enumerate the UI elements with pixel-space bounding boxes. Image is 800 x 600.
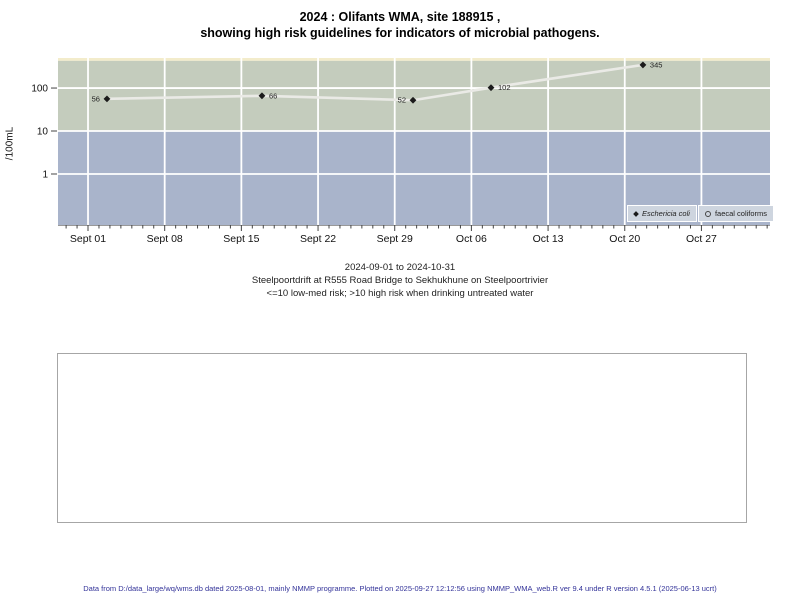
chart-title-line2: showing high risk guidelines for indicat… <box>200 26 600 40</box>
legend-item-ecoli: Eschericia coli <box>627 205 697 222</box>
data-point-marker <box>258 92 266 100</box>
subtitle-date-range: 2024-09-01 to 2024-10-31 <box>344 262 456 273</box>
data-point-marker <box>639 61 647 69</box>
chart-title: 2024 : Olifants WMA, site 188915 , showi… <box>0 9 800 41</box>
data-point-label: 52 <box>398 96 406 105</box>
subtitle-site-description: Steelpoortdrift at R555 Road Bridge to S… <box>251 275 549 286</box>
x-tick-label: Oct 20 <box>609 233 640 245</box>
x-tick-label: Oct 06 <box>456 233 487 245</box>
x-tick-label: Sept 15 <box>223 233 259 245</box>
band-high-risk <box>58 60 770 132</box>
legend-label-faecal-coliforms: faecal coliforms <box>714 209 768 218</box>
data-point-marker <box>103 95 111 103</box>
data-point-label: 56 <box>92 94 100 103</box>
data-point-marker <box>409 96 417 104</box>
y-tick-label: 1 <box>42 169 48 180</box>
x-tick-label: Sept 29 <box>377 233 413 245</box>
data-point-label: 66 <box>269 91 277 100</box>
footer-note: Data from D:/data_large/wq/wms.db dated … <box>83 584 717 593</box>
filled-diamond-icon <box>633 210 639 217</box>
legend-label-ecoli: Eschericia coli <box>642 209 690 218</box>
x-tick-label: Oct 27 <box>686 233 717 245</box>
x-tick-label: Sept 01 <box>70 233 106 245</box>
band-very-high-risk <box>58 58 770 61</box>
empty-panel <box>57 353 747 523</box>
data-point-label: 102 <box>498 83 511 92</box>
x-tick-label: Oct 13 <box>533 233 564 245</box>
chart-legend: Eschericia coli faecal coliforms <box>627 205 775 222</box>
data-point-marker <box>487 84 495 92</box>
chart-title-line1: 2024 : Olifants WMA, site 188915 , <box>299 10 501 24</box>
open-circle-icon <box>704 210 711 217</box>
x-tick-label: Sept 08 <box>147 233 183 245</box>
y-tick-label: 100 <box>31 84 48 95</box>
chart-subtitle: 2024-09-01 to 2024-10-31 Steelpoortdrift… <box>0 261 800 300</box>
legend-item-faecal-coliforms: faecal coliforms <box>697 205 775 222</box>
data-point-label: 345 <box>650 60 663 69</box>
x-tick-label: Sept 22 <box>300 233 336 245</box>
subtitle-risk-guideline: <=10 low-med risk; >10 high risk when dr… <box>266 288 534 299</box>
microbial-pathogens-chart: Sept 01 Sept 08 Sept 15 Sept 22 Sept 29 Oct 0… <box>31 58 770 245</box>
y-tick-label: 10 <box>37 127 49 138</box>
